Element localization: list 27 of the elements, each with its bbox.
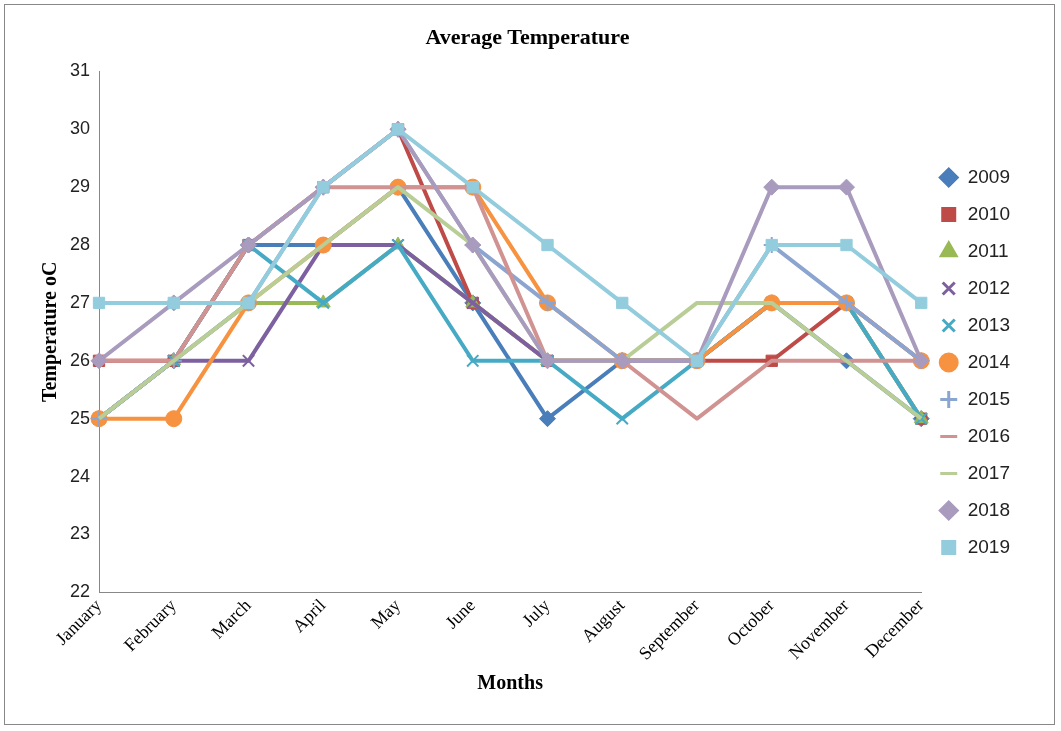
legend-label: 2014	[967, 350, 1011, 372]
y-tick-label: 30	[69, 118, 91, 139]
y-tick-label: 24	[69, 465, 91, 486]
y-tick-label: 27	[69, 291, 91, 312]
y-tick-label: 26	[69, 349, 91, 370]
legend-label: 2019	[967, 535, 1011, 557]
chart-title: Average Temperature	[425, 23, 630, 49]
y-tick-label: 23	[69, 523, 91, 544]
legend-label: 2009	[967, 165, 1011, 187]
legend-label: 2012	[967, 276, 1011, 298]
y-tick-label: 29	[69, 176, 91, 197]
legend-label: 2017	[967, 461, 1011, 483]
y-tick-label: 25	[69, 407, 91, 428]
legend-label: 2013	[967, 313, 1011, 335]
x-tick-label: May	[366, 594, 405, 633]
x-axis-title: Months	[477, 671, 544, 694]
x-tick-label: June	[441, 594, 479, 633]
y-axis-title: Temperature oC	[38, 261, 62, 403]
legend-label: 2011	[967, 239, 1009, 261]
x-tick-label: July	[518, 594, 554, 631]
legend-label: 2015	[967, 387, 1011, 409]
y-tick-label: 22	[69, 581, 91, 602]
y-tick-label: 31	[69, 60, 91, 81]
legend-label: 2010	[967, 202, 1011, 224]
y-tick-label: 28	[69, 234, 91, 254]
legend-label: 2018	[967, 498, 1011, 520]
legend-label: 2016	[967, 424, 1011, 446]
